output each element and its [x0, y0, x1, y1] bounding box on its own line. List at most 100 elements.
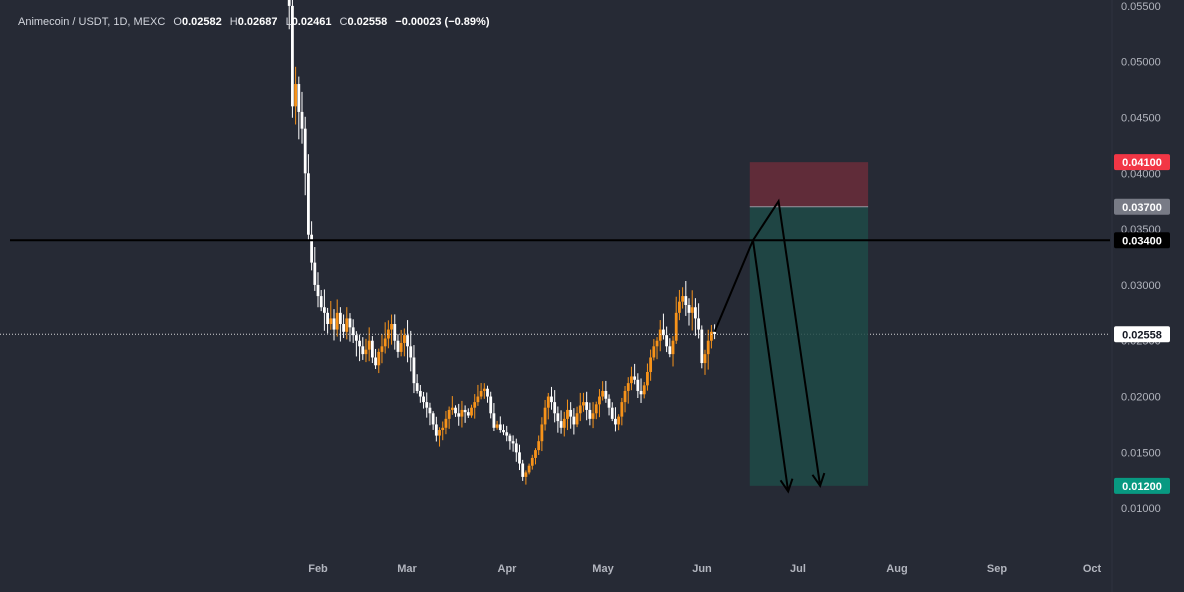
candle: [582, 392, 585, 412]
candle: [575, 406, 579, 428]
candle-body: [575, 413, 579, 425]
candle-body: [687, 305, 691, 313]
candle-body: [703, 354, 707, 364]
candle-body: [572, 416, 576, 425]
candle-body: [322, 307, 326, 313]
candle: [482, 383, 486, 399]
candle: [390, 314, 393, 345]
price-axis[interactable]: 0.055000.050000.045000.040000.035000.030…: [1111, 0, 1161, 592]
candle-body: [300, 111, 304, 129]
candle-body: [428, 407, 432, 414]
candle: [566, 399, 569, 431]
candle-body: [642, 385, 646, 395]
candle: [466, 408, 470, 418]
candle-body: [476, 396, 480, 403]
candle: [594, 401, 598, 420]
candle: [422, 391, 425, 409]
candle-body: [364, 349, 368, 355]
candle: [470, 404, 473, 418]
last-price-badge-label: 0.02558: [1122, 329, 1162, 341]
candle-body: [390, 323, 393, 330]
line-price-badge-label: 0.03400: [1122, 235, 1162, 247]
candle-body: [658, 329, 662, 341]
candle-body: [607, 398, 611, 408]
candle: [697, 303, 701, 339]
candle: [434, 416, 438, 442]
candle: [569, 402, 573, 429]
candle: [601, 381, 605, 401]
candle-body: [630, 376, 633, 384]
candle: [511, 435, 515, 452]
candle: [534, 448, 537, 465]
symbol-title[interactable]: Animecoin / USDT, 1D, MEXC: [18, 16, 166, 28]
candle-body: [454, 407, 457, 414]
candle-body: [709, 331, 713, 341]
candle: [553, 390, 557, 423]
candle-body: [639, 390, 643, 395]
candle-body: [434, 424, 438, 436]
candle-body: [319, 296, 323, 308]
time-axis[interactable]: Feb Mar Apr May Jun Jul Aug Sep Oct: [308, 563, 1101, 575]
line-price-badge: [1114, 232, 1170, 249]
candle: [559, 410, 563, 434]
candle-body: [505, 432, 509, 436]
candle: [370, 336, 374, 364]
candle-body: [438, 430, 441, 436]
candle-body: [626, 383, 630, 391]
candle-body: [358, 340, 361, 347]
candle-body: [678, 301, 681, 313]
candle: [463, 405, 467, 423]
drawings-layer[interactable]: [0, 162, 1110, 494]
candle: [614, 407, 617, 432]
candle-body: [610, 407, 614, 419]
candle-body: [470, 407, 473, 416]
candle: [649, 349, 653, 381]
candle: [489, 391, 493, 419]
candle: [399, 329, 403, 357]
open-key: O: [173, 16, 182, 28]
candle: [607, 394, 611, 416]
candle-body: [326, 312, 329, 324]
candle: [646, 363, 649, 391]
price-tick-label: 0.02000: [1121, 392, 1161, 404]
candle-body: [514, 443, 518, 453]
candle-body: [684, 296, 688, 306]
candle: [450, 396, 454, 415]
candle-body: [380, 346, 384, 352]
candle: [626, 377, 630, 404]
candle-body: [466, 412, 470, 416]
price-tick-label: 0.04000: [1121, 168, 1161, 180]
candle: [361, 337, 365, 360]
candle: [374, 348, 377, 369]
candle-body: [316, 284, 320, 297]
candle-body: [345, 318, 349, 332]
candle: [300, 91, 304, 144]
time-tick-label: Oct: [1083, 563, 1102, 575]
candle-body: [348, 318, 352, 328]
candle: [684, 280, 688, 316]
change-value: −0.00023 (−0.89%): [395, 16, 490, 28]
candle: [572, 408, 576, 435]
candle: [367, 327, 371, 362]
price-badges: 0.04100 0.03700 0.03400 0.01200 0.02558: [1114, 154, 1170, 494]
candle: [345, 307, 349, 340]
candle-body: [294, 84, 298, 107]
candle: [303, 116, 307, 196]
candle-body: [569, 409, 573, 417]
projection-path[interactable]: [713, 198, 822, 486]
candle: [319, 290, 323, 312]
take-profit-zone[interactable]: [749, 206, 869, 486]
candle: [652, 339, 656, 361]
candle-body: [374, 357, 377, 366]
projection-arrow-line[interactable]: [751, 240, 790, 492]
candle: [322, 289, 326, 331]
candle: [447, 406, 451, 429]
candle: [662, 313, 665, 340]
stop-loss-zone[interactable]: [749, 162, 869, 207]
candle-body: [617, 416, 621, 425]
candle-body: [524, 472, 528, 477]
candle-body: [562, 418, 566, 428]
time-tick-label: Apr: [498, 563, 518, 575]
